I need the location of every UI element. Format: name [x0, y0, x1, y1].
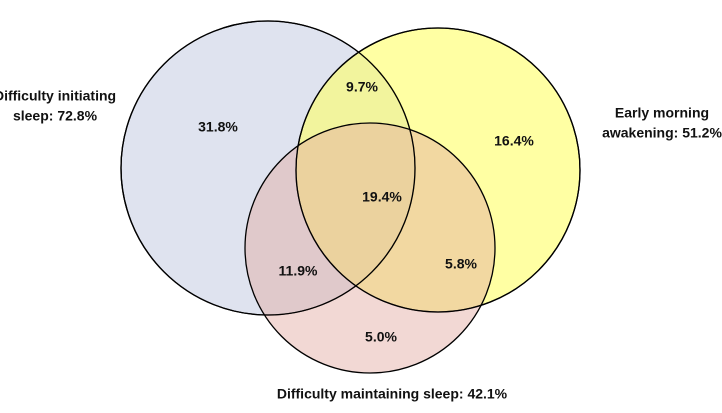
- region-label: 16.4%: [494, 133, 534, 149]
- set-label: Difficulty maintaining sleep: 42.1%: [277, 386, 508, 402]
- circle-maintaining: [244, 122, 496, 374]
- region-label: 9.7%: [346, 79, 378, 95]
- circle-outline: [120, 20, 416, 316]
- region-label: 31.8%: [198, 119, 238, 135]
- region-label: 5.0%: [365, 329, 397, 345]
- region-label: 19.4%: [362, 189, 402, 205]
- circle-outline: [295, 27, 581, 313]
- set-label: awakening: 51.2%: [602, 125, 722, 141]
- region-label: 5.8%: [445, 256, 477, 272]
- set-label: sleep: 72.8%: [13, 108, 98, 124]
- set-label: Early morning: [615, 105, 709, 121]
- set-label: Difficulty initiating: [0, 88, 116, 104]
- region-label: 11.9%: [279, 263, 318, 279]
